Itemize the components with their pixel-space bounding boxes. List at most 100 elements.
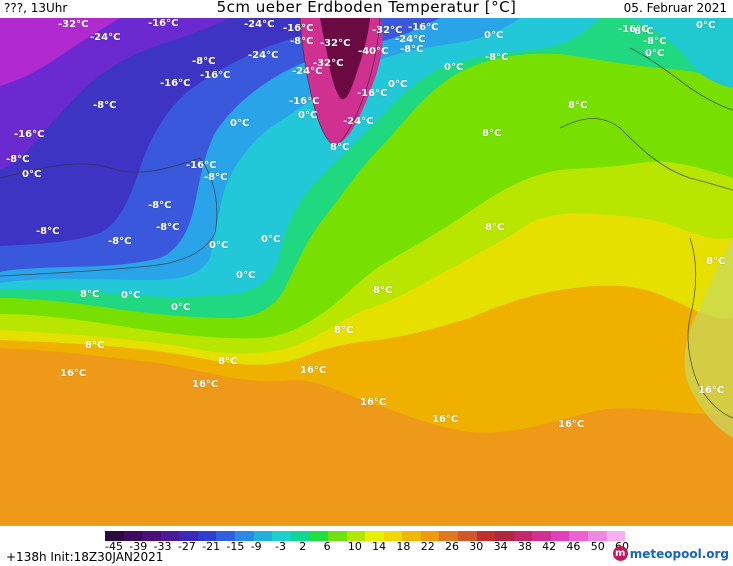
color-scale-swatch [569,531,589,541]
isotherm-label: -32°C [320,38,351,49]
isotherm-label: 8°C [80,289,100,300]
isotherm-label: -24°C [90,32,121,43]
color-scale-swatch [142,531,161,541]
color-scale-swatch [532,531,551,541]
isotherm-label: -32°C [372,25,403,36]
color-scale-swatch [123,531,143,541]
isotherm-label: 0°C [388,79,408,90]
meteopool-logo-icon: m [612,546,628,561]
greenland-coldest-zone [320,18,370,100]
color-scale-tick-label: 34 [493,540,508,553]
isotherm-label: -8°C [108,236,132,247]
isotherm-label: 0°C [696,20,716,31]
color-scale-swatch [457,531,477,541]
color-scale-swatch [346,531,366,541]
isotherm-label: 0°C [298,110,318,121]
northwest-cold-zone [0,18,120,86]
color-scale-swatch [197,531,217,541]
meteopool-logo-text: meteopool.org [629,546,729,561]
isotherm-label: -24°C [343,116,374,127]
color-scale-swatch [495,531,514,541]
iberia-land-zone [684,238,733,438]
isotherm-label: 0°C [236,270,256,281]
color-scale-tick-label: -3 [275,540,286,553]
isotherm-label: -8°C [156,222,180,233]
color-scale-tick-label: 46 [566,540,581,553]
color-scale-swatch [513,531,533,541]
isotherm-label: -16°C [289,96,320,107]
isotherm-label: 8°C [334,325,354,336]
isotherm-label: -8°C [192,56,216,67]
temperature-field [0,18,733,526]
isotherm-label: 16°C [698,385,725,396]
color-scale-tick-label: 6 [323,540,331,553]
isotherm-label: 8°C [706,256,726,267]
isotherm-label: -24°C [292,66,323,77]
color-scale-swatch [402,531,421,541]
isotherm-label: -16°C [357,88,388,99]
color-scale-swatch [160,531,180,541]
model-run-info: +138h Init:18Z30JAN2021 [6,550,164,564]
color-scale-swatch [365,531,384,541]
scandinavia-cold-zone [625,18,733,88]
color-scale-tick-label: -45 [105,540,123,553]
isotherm-label: -32°C [58,19,89,30]
isotherm-label: -8°C [36,226,60,237]
isotherm-label: 0°C [171,302,191,313]
isotherm-label: 8°C [85,340,105,351]
color-scale-tick-label: -39 [129,540,148,553]
color-scale-tick-label: 50 [590,540,605,553]
meteopool-logo[interactable]: m meteopool.org [612,546,729,561]
color-scale-tick-label: 38 [517,540,532,553]
color-scale-tick-label: 10 [347,540,362,553]
isotherm-label: -24°C [248,50,279,61]
isotherm-label: -8°C [643,36,667,47]
isotherm-label: 0°C [261,234,281,245]
color-scale-tick-label: -15 [226,540,245,553]
isotherm-label: -24°C [244,19,275,30]
isotherm-label: -8°C [93,100,117,111]
color-scale-tick-label: 14 [372,540,387,553]
isotherm-label: -8°C [400,44,424,55]
color-scale-swatch [383,531,403,541]
isotherm-label: 16°C [192,379,219,390]
isotherm-label: -8°C [148,200,172,211]
isotherm-label: -8°C [204,172,228,183]
isotherm-label: 8°C [482,128,502,139]
isotherm-label: -32°C [313,58,344,69]
color-scale-tick-label: 26 [445,540,459,553]
color-scale-tick-label: -33 [153,540,172,553]
isotherm-label: 0°C [22,169,42,180]
map-header: ???, 13Uhr 5cm ueber Erdboden Temperatur… [0,0,733,18]
isotherm-label: -16°C [148,18,179,29]
isotherm-label: -16°C [618,24,649,35]
color-scale-swatch [550,531,570,541]
map-title: 5cm ueber Erdboden Temperatur [°C] [216,0,517,16]
isotherm-label: 16°C [432,414,459,425]
isotherm-label: 8°C [330,142,350,153]
isotherm-label: -16°C [283,23,314,34]
color-scale-swatch [476,531,496,541]
isotherm-label: 8°C [485,222,505,233]
isotherm-label: -40°C [358,46,389,57]
isotherm-label: 8°C [373,285,393,296]
color-scale-swatch [588,531,607,541]
color-scale-ticks: -45 -39 -33 -27 -21 -15 -9 -3 2 6 10 14 18 22 26 30 34 38… [105,540,635,554]
isotherm-label: -8°C [290,36,314,47]
isotherm-label: -24°C [395,34,426,45]
isotherm-label: 16°C [60,368,87,379]
color-scale-tick-label: -21 [202,540,221,553]
color-scale-tick-label: -9 [250,540,262,553]
isotherm-label: 0°C [209,240,229,251]
isotherm-label: -8°C [6,154,30,165]
color-scale-swatch [216,531,236,541]
color-scale-swatch [420,531,440,541]
forecast-date: 05. Februar 2021 [623,1,727,15]
forecast-time: ???, 13Uhr [4,1,68,15]
coastlines [0,18,733,419]
color-scale-swatch [290,531,310,541]
isotherm-label: -16°C [160,78,191,89]
isotherm-label: 0°C [484,30,504,41]
isotherm-label: 0°C [230,118,250,129]
color-scale-swatch [105,531,124,541]
